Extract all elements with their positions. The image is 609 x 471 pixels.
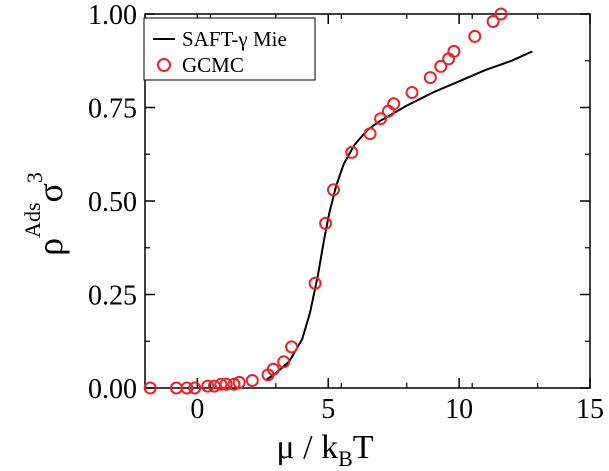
x-axis-title: μ / kBT	[276, 429, 373, 471]
legend-box	[143, 17, 316, 81]
gcmc-point	[245, 374, 259, 387]
gcmc-point	[232, 375, 246, 389]
series-layer	[143, 7, 533, 395]
gcmc-point	[201, 379, 215, 393]
gcmc-point	[486, 15, 500, 28]
legend: SAFT-γ Mie GCMC	[143, 17, 316, 81]
gcmc-point	[468, 29, 482, 43]
x-tick-label: 10	[445, 394, 473, 425]
y-tick-label: 0.00	[88, 374, 137, 405]
gcmc-point	[214, 377, 228, 391]
x-tick-label: 5	[321, 394, 335, 425]
gcmc-point	[266, 362, 280, 376]
gcmc-point	[180, 381, 194, 395]
legend-label-saft: SAFT-γ Mie	[182, 27, 287, 51]
saft-line	[264, 50, 533, 382]
gcmc-point	[405, 86, 419, 99]
gcmc-point	[363, 127, 377, 141]
gcmc-point	[285, 340, 299, 354]
gcmc-point	[308, 276, 322, 290]
gcmc-point	[434, 59, 448, 73]
y-tick-label: 0.50	[88, 187, 137, 218]
gcmc-point	[345, 145, 359, 159]
y-tick-label: 1.00	[88, 0, 137, 31]
gcmc-point	[143, 381, 157, 395]
gcmc-point	[447, 44, 461, 58]
gcmc-point	[374, 112, 388, 126]
gcmc-point	[188, 381, 202, 395]
y-tick-label: 0.25	[88, 281, 137, 312]
ticks: 0 5 10 15 0.00 0.25 0.50 0.75 1.00	[88, 0, 604, 425]
y-axis-title: ρAdsσ3	[20, 172, 70, 256]
gcmc-point	[387, 97, 401, 111]
gcmc-point	[423, 71, 437, 85]
gcmc-point	[327, 183, 340, 197]
gcmc-point	[277, 355, 291, 369]
legend-marker-swatch	[157, 58, 171, 72]
gcmc-point	[219, 377, 233, 391]
legend-label-gcmc: GCMC	[182, 53, 244, 77]
y-tick-label: 0.75	[88, 94, 137, 125]
x-tick-label: 0	[190, 394, 204, 425]
gcmc-point	[494, 7, 508, 21]
gcmc-point	[319, 216, 333, 230]
x-tick-label: 15	[576, 394, 604, 425]
